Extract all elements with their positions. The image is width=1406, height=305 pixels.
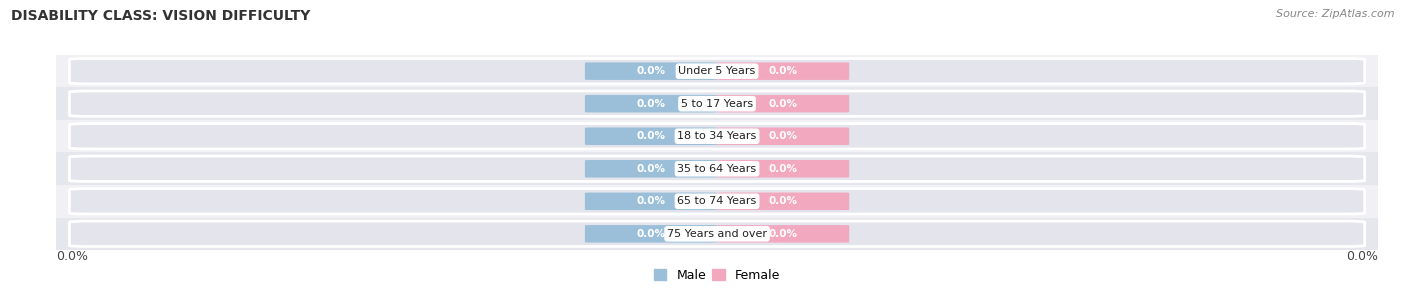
Bar [56, 217, 1378, 250]
FancyBboxPatch shape [585, 127, 717, 145]
FancyBboxPatch shape [717, 63, 849, 80]
Text: 0.0%: 0.0% [637, 229, 665, 239]
FancyBboxPatch shape [717, 192, 849, 210]
Text: 65 to 74 Years: 65 to 74 Years [678, 196, 756, 206]
Text: 0.0%: 0.0% [637, 196, 665, 206]
FancyBboxPatch shape [69, 156, 1365, 181]
FancyBboxPatch shape [717, 127, 849, 145]
Text: DISABILITY CLASS: VISION DIFFICULTY: DISABILITY CLASS: VISION DIFFICULTY [11, 9, 311, 23]
Legend: Male, Female: Male, Female [650, 264, 785, 287]
FancyBboxPatch shape [69, 221, 1365, 246]
FancyBboxPatch shape [69, 188, 1365, 214]
Text: 0.0%: 0.0% [769, 229, 797, 239]
FancyBboxPatch shape [717, 95, 849, 113]
Bar [56, 88, 1378, 120]
Text: 75 Years and over: 75 Years and over [666, 229, 768, 239]
Text: 0.0%: 0.0% [769, 164, 797, 174]
FancyBboxPatch shape [585, 192, 717, 210]
FancyBboxPatch shape [717, 225, 849, 242]
Text: 0.0%: 0.0% [56, 250, 89, 263]
Text: 0.0%: 0.0% [1346, 250, 1378, 263]
Text: 5 to 17 Years: 5 to 17 Years [681, 99, 754, 109]
FancyBboxPatch shape [69, 59, 1365, 84]
Text: 0.0%: 0.0% [637, 164, 665, 174]
Text: 0.0%: 0.0% [637, 66, 665, 76]
Text: Source: ZipAtlas.com: Source: ZipAtlas.com [1277, 9, 1395, 19]
Text: 18 to 34 Years: 18 to 34 Years [678, 131, 756, 141]
Text: Under 5 Years: Under 5 Years [679, 66, 755, 76]
FancyBboxPatch shape [585, 63, 717, 80]
Bar [56, 120, 1378, 152]
Text: 0.0%: 0.0% [637, 99, 665, 109]
Text: 0.0%: 0.0% [769, 196, 797, 206]
FancyBboxPatch shape [585, 160, 717, 178]
FancyBboxPatch shape [69, 124, 1365, 149]
FancyBboxPatch shape [585, 225, 717, 242]
Text: 0.0%: 0.0% [769, 99, 797, 109]
Text: 0.0%: 0.0% [769, 66, 797, 76]
Text: 35 to 64 Years: 35 to 64 Years [678, 164, 756, 174]
FancyBboxPatch shape [585, 95, 717, 113]
Bar [56, 152, 1378, 185]
Bar [56, 185, 1378, 217]
Text: 0.0%: 0.0% [769, 131, 797, 141]
Bar [56, 55, 1378, 88]
FancyBboxPatch shape [717, 160, 849, 178]
FancyBboxPatch shape [69, 91, 1365, 117]
Text: 0.0%: 0.0% [637, 131, 665, 141]
